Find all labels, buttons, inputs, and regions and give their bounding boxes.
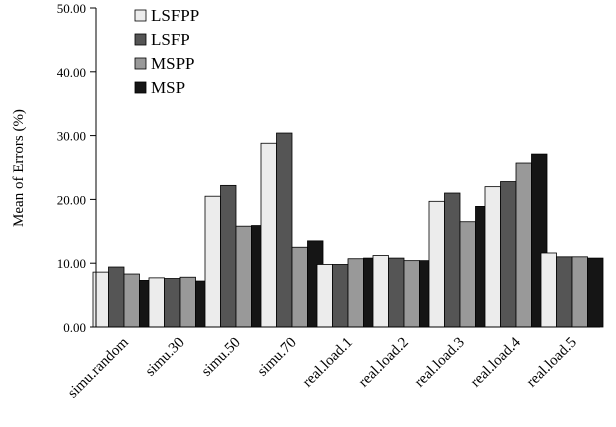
bar-lsfpp-simu-30 bbox=[148, 277, 165, 328]
bar-mspp-real-load-4 bbox=[515, 162, 532, 328]
bar-lsfpp-simu-50 bbox=[204, 195, 221, 328]
bar-mspp-real-load-1 bbox=[347, 258, 364, 328]
bar-lsfpp-simu-random bbox=[92, 271, 109, 328]
x-tick-label: real.load.4 bbox=[468, 334, 524, 390]
x-tick-label: real.load.3 bbox=[412, 335, 468, 391]
bar-lsfpp-real-load-5 bbox=[540, 252, 557, 328]
y-ticks: 0.00 10.00 20.00 30.00 40.00 50.00 bbox=[57, 1, 96, 335]
x-tick-label: real.load.2 bbox=[356, 335, 412, 391]
bar-mspp-real-load-3 bbox=[459, 221, 476, 328]
legend-label-lsfp: LSFP bbox=[151, 30, 190, 49]
x-tick-label: simu.30 bbox=[143, 335, 188, 380]
legend-label-msp: MSP bbox=[151, 78, 185, 97]
bar-lsfp-real-load-4 bbox=[500, 181, 517, 328]
bar-mspp-simu-50 bbox=[235, 225, 252, 328]
x-tick-label: real.load.1 bbox=[300, 335, 356, 391]
legend-swatch-msp bbox=[134, 81, 147, 94]
bar-lsfpp-simu-70 bbox=[260, 142, 277, 328]
y-tick-label: 40.00 bbox=[57, 65, 86, 80]
legend-swatch-mspp bbox=[134, 57, 147, 70]
y-tick-label: 30.00 bbox=[57, 129, 86, 144]
bar-lsfp-simu-30 bbox=[164, 278, 181, 328]
bar-lsfpp-real-load-2 bbox=[372, 255, 389, 328]
y-tick-label: 50.00 bbox=[57, 1, 86, 16]
bar-lsfp-simu-random bbox=[108, 266, 125, 328]
y-tick-label: 20.00 bbox=[57, 192, 86, 207]
bar-mspp-simu-70 bbox=[291, 246, 308, 328]
x-tick-label: simu.70 bbox=[255, 335, 300, 380]
bar-lsfp-simu-50 bbox=[220, 184, 237, 328]
x-tick-label: simu.random bbox=[65, 334, 132, 401]
bar-lsfpp-real-load-4 bbox=[484, 186, 501, 328]
bar-lsfpp-real-load-3 bbox=[428, 200, 445, 328]
legend: LSFPP LSFP MSPP MSP bbox=[134, 6, 199, 97]
bar-mspp-real-load-5 bbox=[571, 256, 588, 328]
y-axis-label: Mean of Errors (%) bbox=[11, 109, 27, 227]
bar-lsfp-real-load-2 bbox=[388, 257, 405, 328]
bar-lsfp-real-load-1 bbox=[332, 264, 349, 328]
bar-lsfpp-real-load-1 bbox=[316, 264, 333, 328]
legend-label-mspp: MSPP bbox=[151, 54, 194, 73]
y-tick-label: 0.00 bbox=[63, 320, 86, 335]
axes-layer bbox=[95, 8, 600, 328]
legend-swatch-lsfp bbox=[134, 33, 147, 46]
bar-mspp-simu-random bbox=[123, 273, 140, 328]
bar-mspp-real-load-2 bbox=[403, 260, 420, 328]
bar-msp-real-load-5 bbox=[587, 257, 604, 328]
bar-mspp-simu-30 bbox=[179, 276, 196, 328]
bar-lsfp-real-load-5 bbox=[556, 256, 573, 328]
bar-lsfp-real-load-3 bbox=[444, 192, 461, 328]
x-tick-label: simu.50 bbox=[199, 335, 244, 380]
bars-layer bbox=[92, 132, 604, 328]
x-ticks: simu.random simu.30 simu.50 simu.70 real.loa… bbox=[65, 334, 580, 401]
bar-lsfp-simu-70 bbox=[276, 132, 293, 328]
y-tick-label: 10.00 bbox=[57, 256, 86, 271]
legend-label-lsfpp: LSFPP bbox=[151, 6, 199, 25]
legend-swatch-lsfpp bbox=[134, 9, 147, 22]
x-tick-label: real.load.5 bbox=[524, 335, 580, 391]
